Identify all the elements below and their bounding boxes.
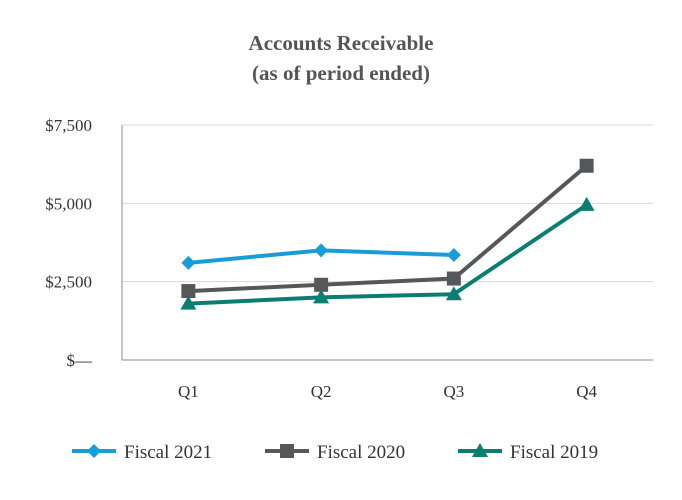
legend: Fiscal 2021 Fiscal 2020 Fiscal 2019 <box>72 442 598 463</box>
x-tick-label-q2: Q2 <box>311 382 332 401</box>
legend-marker-fiscal-2021 <box>87 444 101 458</box>
legend-marker-fiscal-2019 <box>472 443 488 457</box>
legend-marker-fiscal-2020 <box>280 444 294 458</box>
data-point-fiscal-2021-q1 <box>181 255 196 270</box>
data-point-fiscal-2020-q1 <box>181 284 196 299</box>
y-tick-label: $7,500 <box>45 116 92 135</box>
data-point-fiscal-2019-q2 <box>313 289 330 304</box>
data-point-fiscal-2019-q3 <box>445 286 462 301</box>
chart-title: Accounts Receivable <box>249 31 434 55</box>
legend-item-fiscal-2019: Fiscal 2019 <box>458 442 598 463</box>
data-point-fiscal-2019-q4 <box>578 196 595 211</box>
y-axis-ticks: $— $2,500 $5,000 $7,500 <box>45 116 93 370</box>
data-point-fiscal-2019-q1 <box>180 295 197 310</box>
series-fiscal-2019 <box>180 196 595 310</box>
data-point-fiscal-2021-q2 <box>314 243 329 258</box>
series-fiscal-2021 <box>181 243 461 270</box>
series-line-fiscal-2020 <box>188 164 588 294</box>
legend-item-fiscal-2021: Fiscal 2021 <box>72 442 212 463</box>
data-point-fiscal-2020-q4 <box>579 158 594 173</box>
x-tick-label-q1: Q1 <box>178 382 199 401</box>
legend-item-fiscal-2020: Fiscal 2020 <box>265 442 405 463</box>
y-tick-label: $2,500 <box>45 273 92 292</box>
series-fiscal-2020 <box>181 158 594 299</box>
x-tick-label-q3: Q3 <box>443 382 464 401</box>
x-axis-ticks: Q1 Q2 Q3 Q4 <box>178 382 598 401</box>
legend-label-fiscal-2019: Fiscal 2019 <box>510 442 598 463</box>
series-line-fiscal-2019 <box>188 203 588 306</box>
y-tick-label: $— <box>67 351 94 370</box>
series-lines <box>180 158 595 310</box>
y-tick-label: $5,000 <box>45 194 92 213</box>
data-point-fiscal-2020-q2 <box>314 277 329 292</box>
grid-lines <box>122 124 653 283</box>
legend-label-fiscal-2021: Fiscal 2021 <box>124 442 212 463</box>
x-tick-label-q4: Q4 <box>576 382 597 401</box>
data-point-fiscal-2020-q3 <box>446 271 461 286</box>
chart-subtitle: (as of period ended) <box>252 61 430 85</box>
legend-label-fiscal-2020: Fiscal 2020 <box>317 442 405 463</box>
data-point-fiscal-2021-q3 <box>446 248 461 263</box>
